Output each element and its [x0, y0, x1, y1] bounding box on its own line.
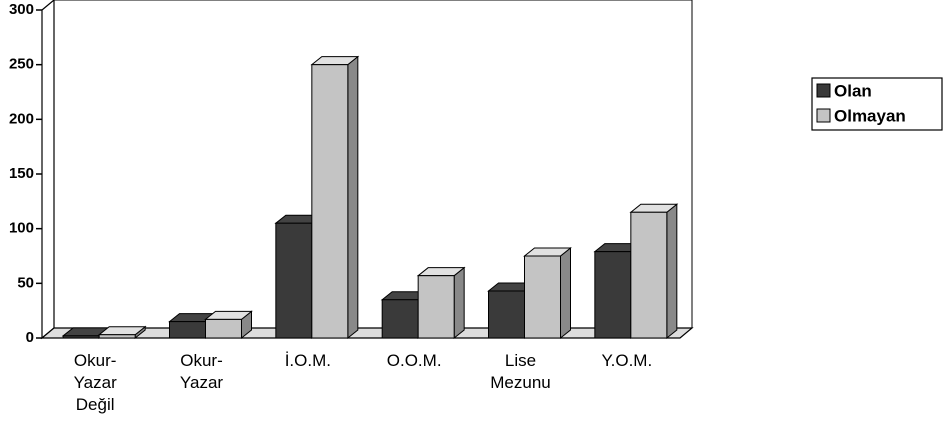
x-tick-label: Y.O.M.	[601, 351, 653, 370]
left-wall	[41, 0, 55, 340]
bar-front	[275, 222, 313, 339]
bar-front	[311, 64, 349, 339]
bar-front	[169, 321, 206, 339]
y-tick-label: 0	[26, 329, 34, 346]
bar-front	[524, 255, 561, 339]
bar-side	[453, 266, 465, 340]
y-tick-label: 200	[9, 110, 34, 127]
bar-side	[347, 55, 359, 340]
x-tick-label: Okur-Yazar Değil	[73, 351, 117, 414]
legend-label: Olan	[834, 81, 872, 100]
x-tick-label: Okur-Yazar	[179, 351, 224, 392]
bar-side	[666, 203, 678, 340]
bar-front	[381, 299, 419, 339]
y-tick-label: 100	[9, 220, 34, 237]
bar	[523, 246, 572, 340]
bar-front	[417, 275, 455, 339]
bar	[204, 310, 253, 340]
bar-front	[98, 334, 136, 339]
legend-label: Olmayan	[834, 106, 906, 125]
bar	[629, 203, 679, 340]
y-tick-label: 150	[9, 165, 34, 182]
y-tick-label: 250	[9, 56, 34, 73]
x-tick-label: İ.O.M.	[284, 351, 331, 370]
bar-front	[594, 251, 632, 339]
y-tick-label: 50	[17, 274, 34, 291]
bar-side	[560, 246, 571, 340]
bar-front	[62, 335, 100, 339]
bar-front	[488, 290, 525, 339]
x-tick-label: Lise Mezunu	[490, 351, 551, 392]
bar	[97, 325, 147, 340]
legend-swatch	[816, 108, 831, 123]
bar	[416, 266, 466, 340]
bar-front	[205, 318, 242, 339]
legend-box	[811, 77, 943, 131]
x-tick-label: O.O.M.	[386, 351, 442, 370]
y-tick-label: 300	[9, 1, 34, 18]
bar-front	[630, 211, 668, 339]
legend-swatch	[816, 83, 831, 98]
bar	[310, 55, 360, 340]
